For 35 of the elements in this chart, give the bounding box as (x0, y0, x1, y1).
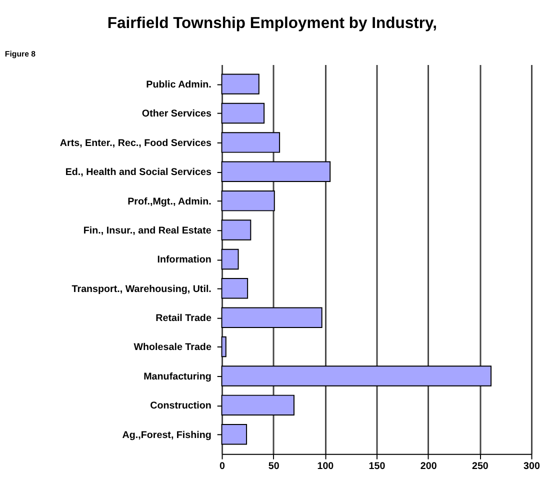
y-tick-label: Ed., Health and Social Services (65, 167, 212, 178)
y-tick-label: Public Admin. (146, 80, 212, 91)
x-tick-label: 0 (220, 461, 226, 472)
bar (221, 102, 265, 124)
caption: Figure 8 (4, 50, 36, 59)
x-tick-label: 300 (524, 461, 540, 472)
bar (221, 161, 331, 182)
bar (221, 278, 248, 299)
x-tick-label: 100 (317, 461, 334, 472)
bar (221, 132, 280, 153)
bar (221, 394, 294, 416)
bar (221, 190, 275, 212)
bar (221, 336, 226, 358)
x-tick-label: 150 (368, 461, 386, 472)
bar (221, 307, 322, 328)
y-tick-label: Other Services (142, 108, 212, 120)
bar (221, 220, 252, 240)
bar (221, 248, 239, 270)
y-tick-label: Retail Trade (156, 313, 212, 324)
y-tick-label: Information (157, 254, 212, 266)
bar (221, 424, 248, 445)
y-tick-label: Manufacturing (144, 371, 212, 382)
y-tick-label: Transport., Warehousing, Util. (72, 284, 212, 295)
bar (221, 74, 260, 94)
bar (221, 366, 492, 386)
chart-title: Fairfield Township Employment by Industry, (107, 15, 438, 32)
y-tick-label: Wholesale Trade (134, 342, 212, 354)
x-tick-label: 250 (472, 461, 489, 472)
y-tick-label: Arts, Enter., Rec., Food Services (60, 138, 212, 149)
x-tick-label: 200 (420, 461, 438, 472)
y-tick-label: Prof.,Mgt., Admin. (128, 196, 212, 208)
x-tick-label: 50 (268, 461, 280, 472)
y-tick-label: Construction (150, 400, 212, 412)
y-tick-label: Fin., Insur., and Real Estate (83, 225, 212, 236)
y-tick-label: Ag.,Forest, Fishing (122, 430, 212, 441)
